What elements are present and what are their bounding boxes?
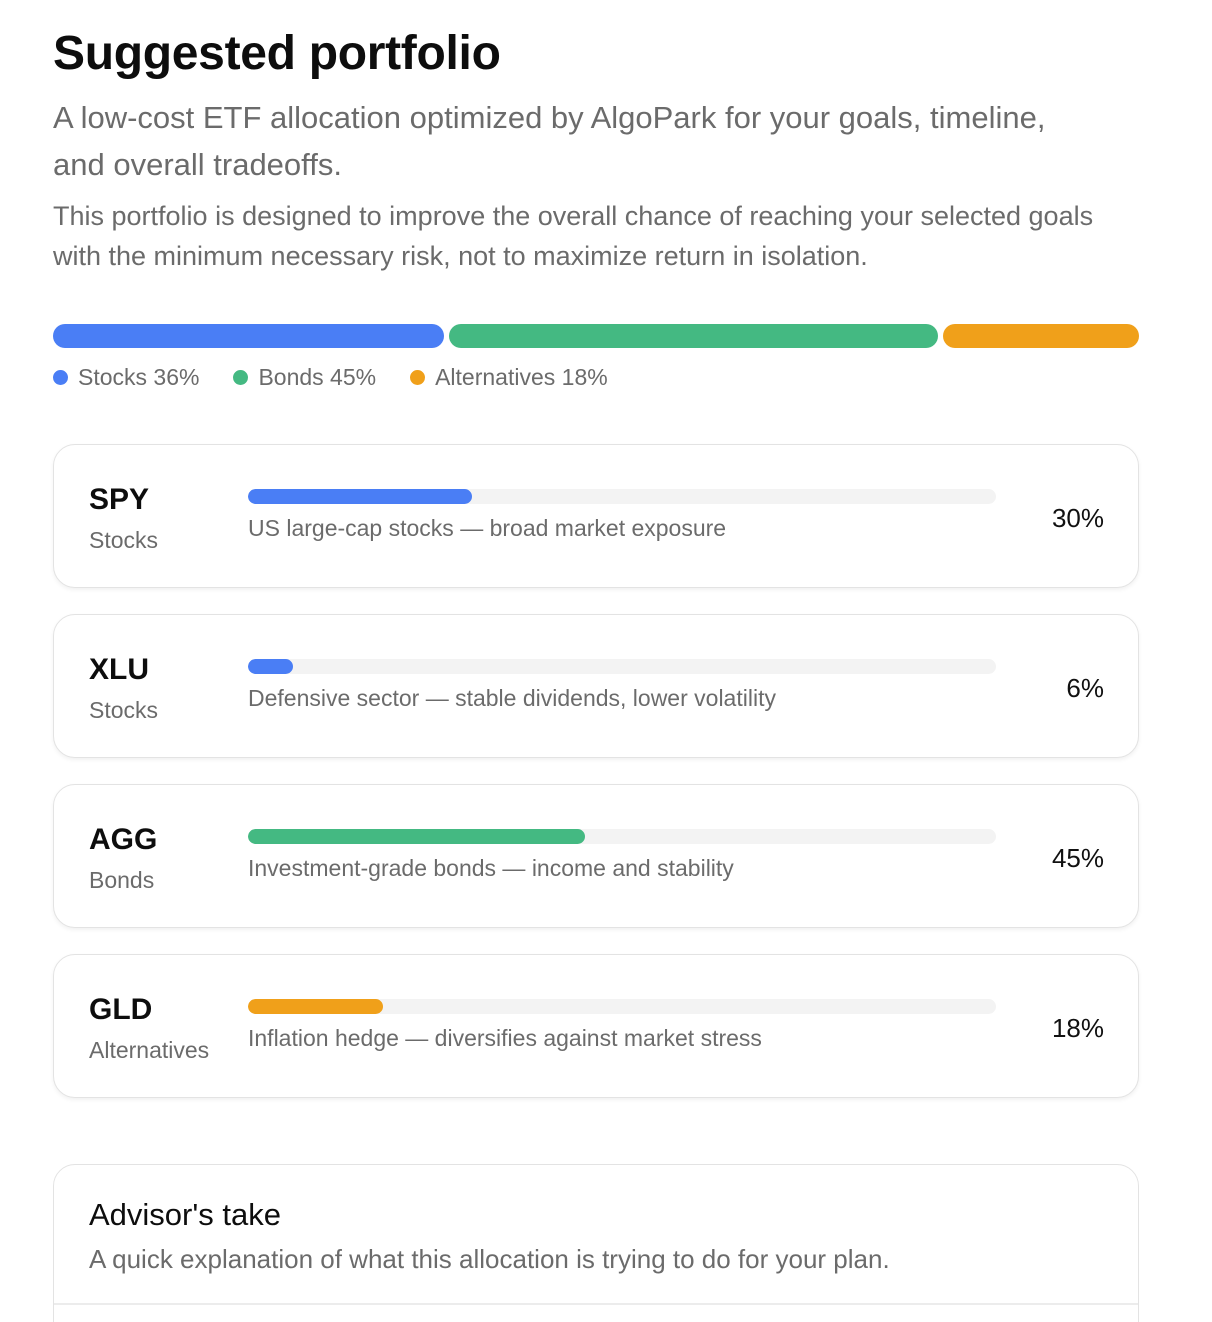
page-title: Suggested portfolio	[53, 27, 501, 80]
holding-asset-class: Stocks	[89, 527, 159, 553]
page-description: This portfolio is designed to improve th…	[53, 201, 1094, 271]
allocation-bar	[53, 324, 1139, 348]
holding-description: Defensive sector — stable dividends, low…	[248, 685, 776, 711]
holding-percent: 45%	[1051, 843, 1104, 873]
holding-weight-track	[248, 999, 996, 1014]
holding-asset-class: Stocks	[89, 697, 159, 723]
legend-item-bonds: Bonds 45%	[233, 364, 376, 391]
holding-description: US large-cap stocks — broad market expos…	[248, 515, 727, 541]
holding-weight-track	[248, 829, 996, 844]
allocation-segment-bonds	[449, 324, 939, 348]
holding-description: Investment-grade bonds — income and stab…	[248, 855, 734, 881]
holding-ticker: AGG	[89, 823, 158, 856]
legend-dot-alternatives	[410, 370, 426, 385]
holding-description: Inflation hedge — diversifies against ma…	[248, 1025, 762, 1051]
legend-label-stocks: Stocks 36%	[78, 364, 200, 390]
holding-asset-class: Bonds	[89, 867, 155, 893]
advisor-take-divider	[54, 1303, 1138, 1305]
advisor-take-title: Advisor's take	[89, 1197, 281, 1232]
holding-weight-fill	[248, 659, 293, 674]
holding-card-xlu[interactable]: XLU Stocks Defensive sector — stable div…	[53, 614, 1139, 758]
advisor-take-subtitle: A quick explanation of what this allocat…	[89, 1244, 890, 1274]
holding-card-gld[interactable]: GLD Alternatives Inflation hedge — diver…	[53, 954, 1139, 1098]
legend-item-alternatives: Alternatives 18%	[410, 364, 608, 391]
holding-weight-fill	[248, 999, 383, 1014]
holding-ticker: GLD	[89, 993, 153, 1026]
holding-asset-class: Alternatives	[89, 1037, 210, 1063]
allocation-segment-stocks	[53, 324, 445, 348]
holding-card-spy[interactable]: SPY Stocks US large-cap stocks — broad m…	[53, 444, 1139, 588]
advisor-take-card: Advisor's take A quick explanation of wh…	[53, 1164, 1139, 1322]
holding-percent: 18%	[1051, 1013, 1104, 1043]
allocation-segment-alternatives	[943, 324, 1139, 348]
legend-item-stocks: Stocks 36%	[53, 364, 199, 391]
holding-card-agg[interactable]: AGG Bonds Investment-grade bonds — incom…	[53, 784, 1139, 928]
holding-weight-track	[248, 489, 996, 504]
legend-label-bonds: Bonds 45%	[258, 364, 377, 390]
holding-percent: 6%	[1066, 673, 1104, 703]
holding-ticker: SPY	[89, 483, 150, 516]
holding-percent: 30%	[1051, 503, 1104, 533]
legend-dot-stocks	[53, 370, 68, 385]
legend-dot-bonds	[233, 370, 249, 385]
allocation-legend: Stocks 36% Bonds 45% Alternatives 18%	[53, 364, 642, 391]
holding-weight-fill	[248, 489, 473, 504]
holding-weight-track	[248, 659, 996, 674]
holding-weight-fill	[248, 829, 585, 844]
legend-label-alternatives: Alternatives 18%	[435, 364, 608, 390]
holding-ticker: XLU	[89, 653, 149, 686]
page-subtitle: A low-cost ETF allocation optimized by A…	[53, 100, 1046, 182]
